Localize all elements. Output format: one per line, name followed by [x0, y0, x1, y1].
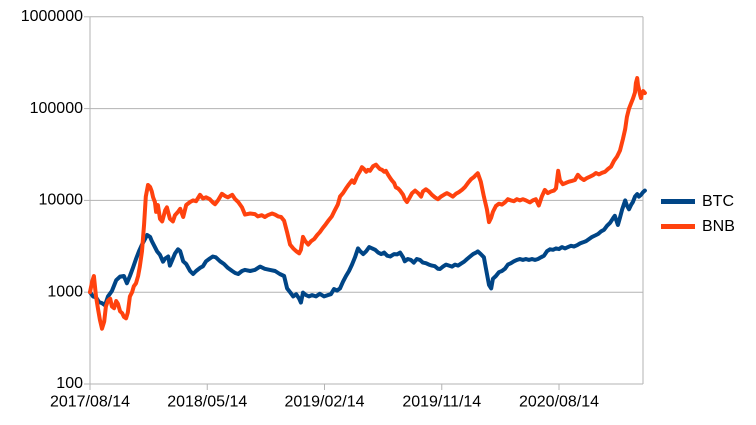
x-axis-tick-label: 2020/08/14 — [519, 393, 599, 410]
legend-label-bnb: BNB — [702, 217, 735, 235]
bnb-series-line — [88, 76, 647, 331]
x-axis-tick-label: 2019/02/14 — [284, 393, 364, 410]
x-axis-tick-label: 2017/08/14 — [50, 393, 130, 410]
y-axis-tick-label: 100000 — [30, 100, 83, 117]
y-axis-tick-label: 10000 — [39, 192, 84, 209]
legend-item-btc: BTC — [661, 189, 735, 214]
y-axis-tick-label: 100 — [56, 375, 83, 392]
bnb-line-swatch — [661, 224, 695, 229]
legend-label-btc: BTC — [702, 192, 734, 210]
y-axis-tick-label: 1000 — [47, 283, 83, 300]
y-axis-tick-label: 1000000 — [21, 8, 83, 25]
legend-item-bnb: BNB — [661, 214, 735, 239]
btc-series-line — [88, 188, 647, 308]
x-axis-tick-label: 2019/11/14 — [402, 393, 481, 410]
chart-legend: BTC BNB — [661, 189, 735, 239]
btc-line-swatch — [661, 199, 695, 204]
x-axis-tick-label: 2018/05/14 — [167, 393, 247, 410]
